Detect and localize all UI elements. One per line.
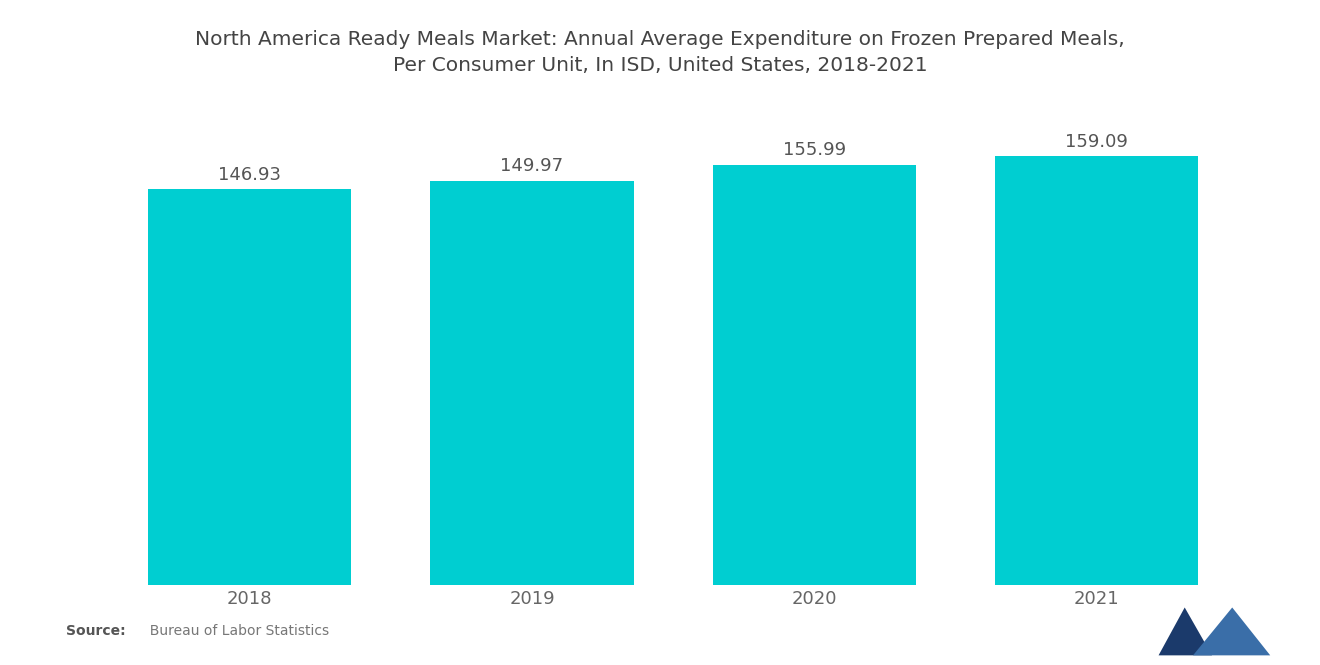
Bar (713, 165, 916, 585)
Text: 149.97: 149.97 (500, 158, 564, 176)
Text: 146.93: 146.93 (218, 166, 281, 184)
Text: Bureau of Labor Statistics: Bureau of Labor Statistics (141, 624, 330, 638)
Text: 155.99: 155.99 (783, 141, 846, 160)
Text: Source:: Source: (66, 624, 125, 638)
Bar (430, 181, 634, 585)
Bar (995, 156, 1199, 585)
Text: 159.09: 159.09 (1065, 133, 1129, 151)
Bar (148, 189, 351, 585)
Text: North America Ready Meals Market: Annual Average Expenditure on Frozen Prepared : North America Ready Meals Market: Annual… (195, 30, 1125, 75)
